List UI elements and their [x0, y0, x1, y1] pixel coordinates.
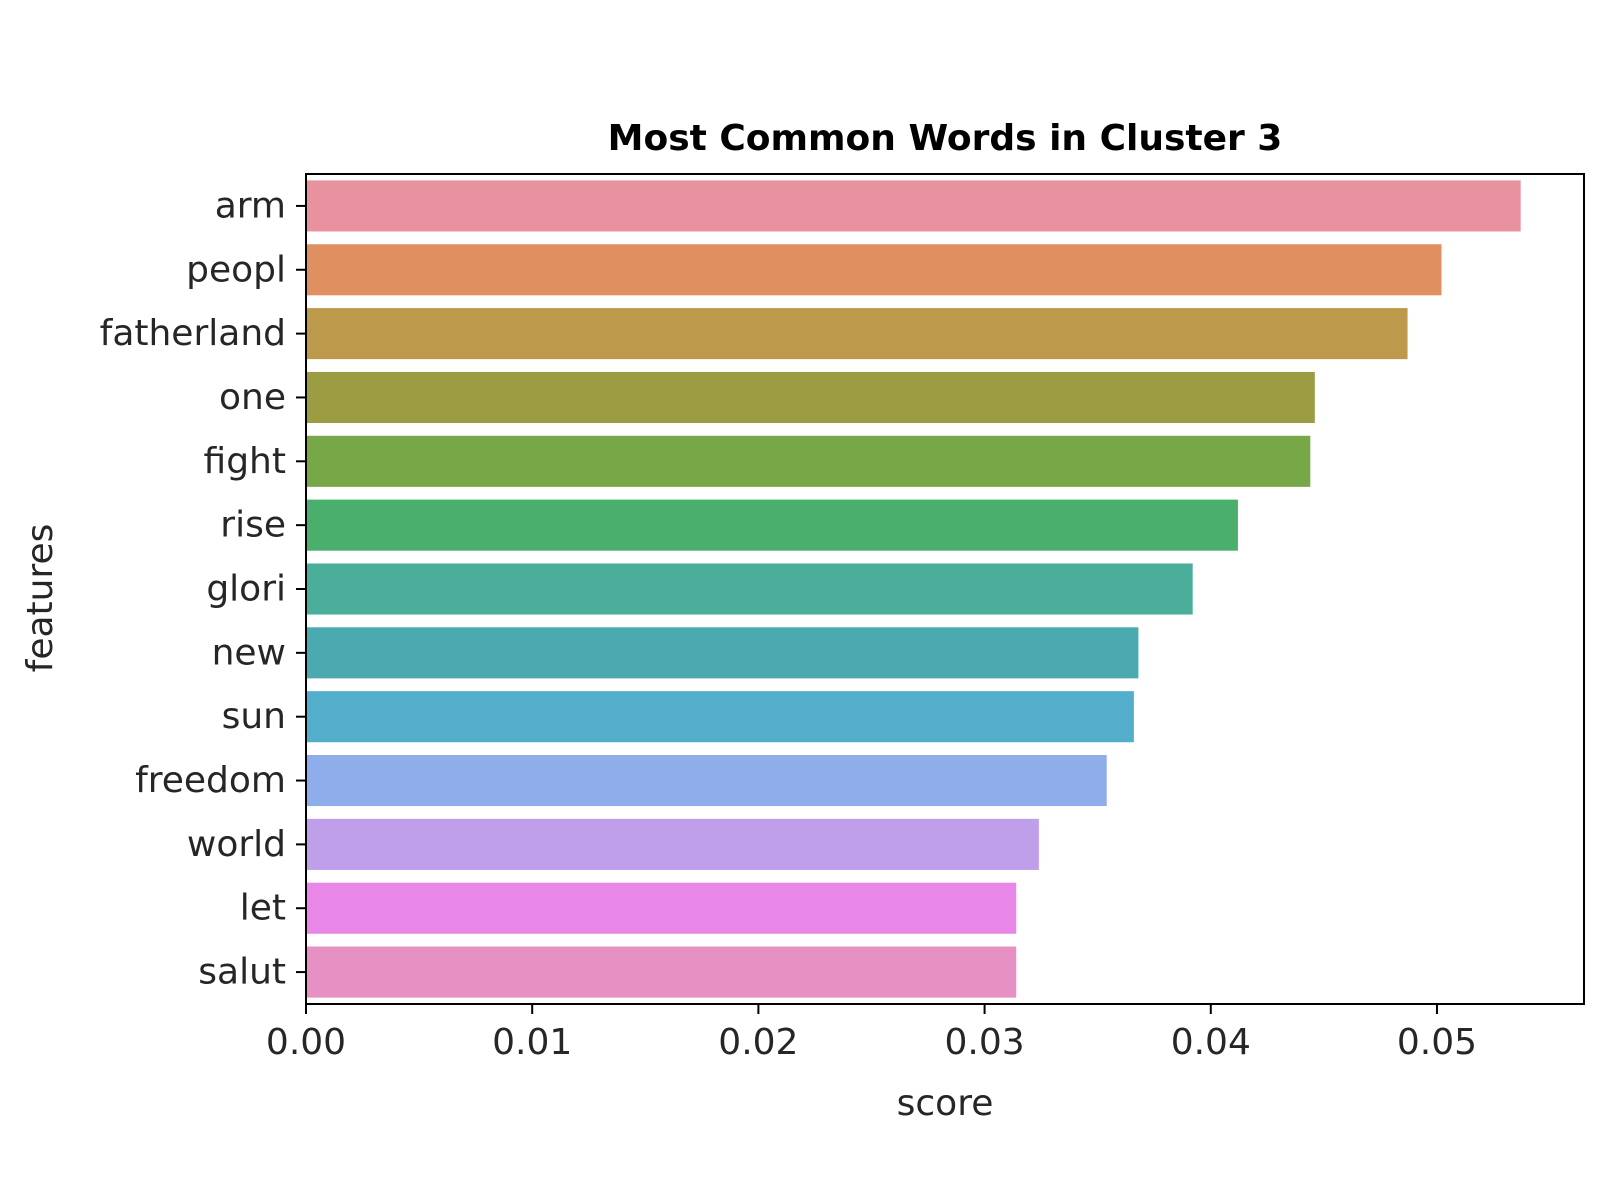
y-tick-label-peopl: peopl — [186, 249, 286, 290]
bar-sun — [306, 691, 1134, 743]
y-ticks-layer: arm peopl fatherland one fight rise glori new su… — [100, 185, 306, 993]
x-tick-label-0.04: 0.04 — [1171, 1022, 1251, 1063]
bar-new — [306, 627, 1139, 679]
x-tick-label-0.03: 0.03 — [945, 1022, 1025, 1063]
y-tick-label-fatherland: fatherland — [100, 313, 286, 354]
chart-title: Most Common Words in Cluster 3 — [608, 118, 1283, 159]
y-tick-label-sun: sun — [222, 696, 286, 737]
y-tick-label-new: new — [212, 632, 286, 673]
bars-layer — [306, 180, 1521, 998]
bar-rise — [306, 499, 1238, 551]
bar-freedom — [306, 755, 1107, 807]
y-tick-label-world: world — [187, 824, 286, 865]
y-tick-label-fight: fight — [204, 441, 286, 482]
y-tick-label-glori: glori — [206, 569, 286, 610]
y-tick-label-salut: salut — [198, 952, 286, 993]
x-ticks-layer: 0.00 0.01 0.02 0.03 0.04 0.05 — [266, 1004, 1477, 1063]
y-axis-label: features — [20, 524, 61, 673]
y-tick-label-let: let — [240, 888, 286, 929]
bar-fatherland — [306, 308, 1408, 360]
bar-let — [306, 882, 1017, 934]
bar-one — [306, 371, 1315, 423]
x-tick-label-0.01: 0.01 — [492, 1022, 572, 1063]
plot-frame — [305, 173, 1585, 1005]
bar-arm — [306, 180, 1521, 232]
y-tick-label-freedom: freedom — [135, 760, 286, 801]
y-tick-label-one: one — [219, 377, 286, 418]
bar-salut — [306, 946, 1017, 998]
x-tick-label-0.02: 0.02 — [718, 1022, 798, 1063]
bar-glori — [306, 563, 1193, 615]
bar-world — [306, 818, 1039, 870]
bar-peopl — [306, 244, 1442, 296]
x-tick-label-0.00: 0.00 — [266, 1022, 346, 1063]
bar-fight — [306, 435, 1311, 487]
y-tick-label-arm: arm — [215, 185, 286, 226]
x-axis-label: score — [897, 1083, 994, 1124]
y-tick-label-rise: rise — [220, 505, 286, 546]
x-tick-label-0.05: 0.05 — [1397, 1022, 1477, 1063]
